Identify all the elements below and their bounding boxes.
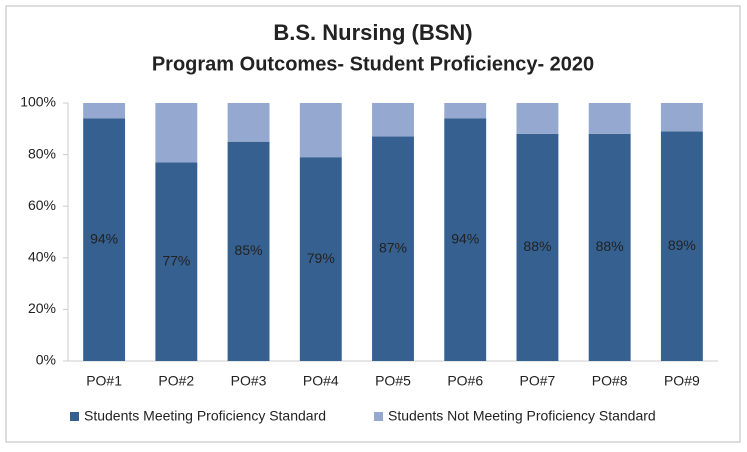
x-tick-label: PO#8 (592, 373, 628, 389)
bar-segment (299, 157, 342, 361)
data-label: 94% (90, 230, 118, 246)
bar-segment (155, 103, 198, 163)
legend-swatch (374, 412, 383, 421)
bar-segment (588, 133, 631, 361)
bar-segment (83, 118, 126, 361)
data-label: 87% (379, 239, 407, 255)
x-tick-label: PO#3 (231, 373, 267, 389)
y-tick-label: 20% (28, 300, 56, 316)
x-tick-label: PO#6 (447, 373, 483, 389)
x-tick-label: PO#2 (158, 373, 194, 389)
bar-segment (83, 103, 126, 119)
data-label: 79% (307, 250, 335, 266)
bar-segment (516, 133, 559, 361)
legend-label: Students Meeting Proficiency Standard (84, 408, 326, 424)
data-label: 94% (451, 230, 479, 246)
data-label: 88% (596, 238, 624, 254)
data-label: 89% (668, 237, 696, 253)
chart-subtitle: Program Outcomes- Student Proficiency- 2… (152, 53, 594, 75)
bar-segment (444, 103, 487, 119)
legend-label: Students Not Meeting Proficiency Standar… (388, 408, 656, 424)
bar-segment (588, 103, 631, 134)
legend-swatch (70, 412, 79, 421)
data-label: 88% (523, 238, 551, 254)
y-tick-label: 0% (36, 352, 56, 368)
x-tick-label: PO#4 (303, 373, 339, 389)
data-label: 85% (235, 242, 263, 258)
bar-segment (660, 103, 703, 132)
bar-segment (516, 103, 559, 134)
x-tick-label: PO#1 (86, 373, 122, 389)
y-tick-label: 60% (28, 197, 56, 213)
bar-segment (444, 118, 487, 361)
bar-segment (372, 136, 414, 361)
x-tick-label: PO#5 (375, 373, 411, 389)
data-label: 77% (162, 252, 190, 268)
bar-segment (372, 103, 414, 137)
bar-segment (155, 162, 198, 361)
bar-segment (227, 103, 270, 142)
x-tick-label: PO#7 (520, 373, 556, 389)
y-tick-label: 80% (28, 145, 56, 161)
bar-segment (227, 141, 270, 361)
bar-segment (660, 131, 703, 361)
x-tick-label: PO#9 (664, 373, 700, 389)
bar-segment (299, 103, 342, 158)
chart-title: B.S. Nursing (BSN) (273, 20, 472, 45)
y-tick-label: 100% (20, 94, 56, 110)
y-tick-label: 40% (28, 249, 56, 265)
